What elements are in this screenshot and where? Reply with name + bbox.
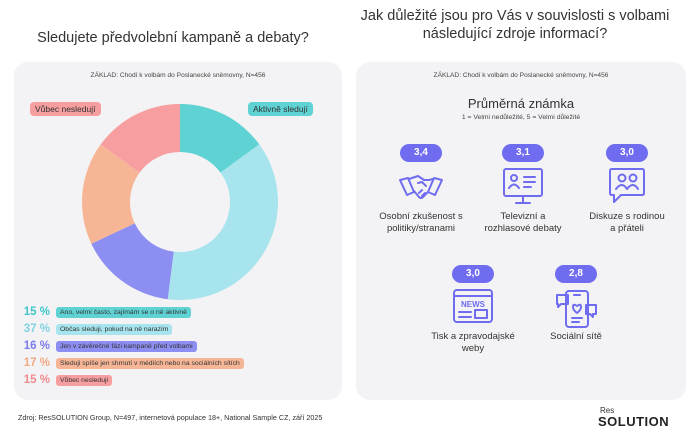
donut-slice xyxy=(167,144,278,300)
rating-label: Osobní zkušenost s politiky/stranami xyxy=(379,211,463,234)
score-badge: 2,8 xyxy=(555,265,597,283)
rating-label: Sociální sítě xyxy=(550,331,602,342)
legend-item: 15 % Ano, velmi často, zajímám se o ně a… xyxy=(14,305,191,319)
left-base-note: ZÁKLAD: Chodí k volbám do Poslanecké sně… xyxy=(90,72,266,79)
brand-logo: Res SOLUTION xyxy=(598,406,694,432)
legend-percent: 17 % xyxy=(23,357,50,369)
rating-item: 3,4 Osobní zkušenost s politiky/stranami xyxy=(376,144,466,244)
label-never: Vůbec nesledují xyxy=(30,102,101,116)
rating-item: 2,8 Sociální sítě xyxy=(531,265,621,375)
score-badge: 3,0 xyxy=(452,265,494,283)
legend-item: 17 % Sleduji spíše jen shrnutí v médiích… xyxy=(14,356,244,370)
legend-item: 16 % Jen v závěrečné fázi kampaně před v… xyxy=(14,339,197,353)
source-note: Zdroj: ResSOLUTION Group, N=497, interne… xyxy=(18,413,323,422)
legend-label: Ano, velmi často, zajímám se o ně aktivn… xyxy=(56,306,191,318)
legend-percent: 15 % xyxy=(23,306,50,318)
legend-label: Sleduji spíše jen shrnutí v médiích nebo… xyxy=(56,357,244,369)
news-icon: NEWS xyxy=(453,289,493,323)
legend-percent: 15 % xyxy=(23,374,50,386)
svg-text:NEWS: NEWS xyxy=(461,300,486,309)
legend-label: Jen v závěrečné fázi kampaně před volbam… xyxy=(56,340,197,352)
rating-item: 3,0 NEWS Tisk a zpravodajské weby xyxy=(428,265,518,375)
rating-subtitle: 1 = Velmi nedůležité, 5 = Velmi důležité xyxy=(461,114,581,121)
legend-item: 15 % Vůbec nesleduji xyxy=(14,373,112,387)
score-badge: 3,1 xyxy=(502,144,544,162)
donut-slice xyxy=(82,144,140,244)
right-title: Jak důležité jsou pro Vás v souvislosti … xyxy=(360,8,670,42)
chart-legend: 15 % Ano, velmi často, zajímám se o ně a… xyxy=(14,305,342,395)
donut-slice xyxy=(91,223,174,300)
label-active: Aktivně sledují xyxy=(248,102,313,116)
donut-chart xyxy=(82,104,278,300)
right-base-note: ZÁKLAD: Chodí k volbám do Poslanecké sně… xyxy=(433,72,609,79)
legend-label: Občas sleduji, pokud na ně narazím xyxy=(56,323,173,335)
rating-item: 3,1 Televizní a rozhlasové debaty xyxy=(478,144,568,244)
legend-item: 37 % Občas sleduji, pokud na ně narazím xyxy=(14,322,173,336)
legend-percent: 16 % xyxy=(23,340,50,352)
score-badge: 3,4 xyxy=(400,144,442,162)
handshake-icon xyxy=(399,175,443,199)
legend-percent: 37 % xyxy=(23,323,50,335)
right-panel: ZÁKLAD: Chodí k volbám do Poslanecké sně… xyxy=(356,62,686,400)
donut-slice xyxy=(180,104,260,173)
left-panel: ZÁKLAD: Chodí k volbám do Poslanecké sně… xyxy=(14,62,342,400)
rating-title: Průměrná známka xyxy=(467,96,575,111)
legend-label: Vůbec nesleduji xyxy=(56,374,112,386)
rating-item: 3,0 Diskuze s rodinou a přáteli xyxy=(582,144,672,244)
logo-res: Res xyxy=(600,406,615,415)
tv-debate-icon xyxy=(503,168,543,204)
social-media-icon xyxy=(556,290,597,328)
score-badge: 3,0 xyxy=(606,144,648,162)
rating-label: Tisk a zpravodajské weby xyxy=(431,331,515,354)
rating-label: Televizní a rozhlasové debaty xyxy=(484,211,562,234)
rating-label: Diskuze s rodinou a přáteli xyxy=(589,211,665,234)
left-title: Sledujete předvolební kampaně a debaty? xyxy=(37,30,309,46)
logo-solution: SOLUTION xyxy=(598,414,670,429)
chat-people-icon xyxy=(609,168,645,203)
donut-slice xyxy=(100,104,180,173)
